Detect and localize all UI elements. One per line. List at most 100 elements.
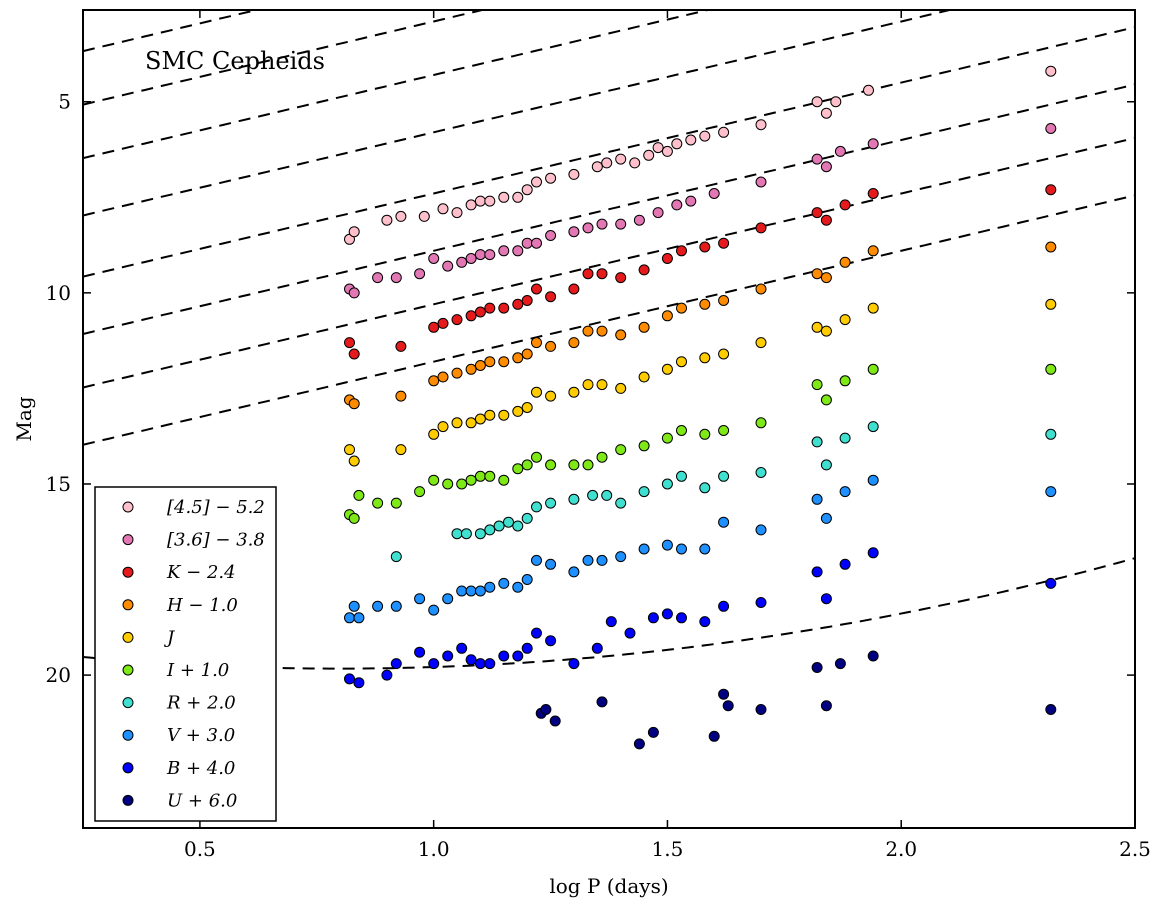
data-point (531, 283, 542, 295)
data-point (414, 268, 426, 280)
data-point (521, 184, 533, 196)
data-point (498, 302, 510, 314)
data-point (811, 207, 823, 219)
legend-marker (122, 501, 134, 513)
data-point (498, 577, 510, 589)
data-point (531, 501, 542, 513)
legend-marker (122, 631, 134, 643)
data-point (867, 138, 879, 150)
fit-line (83, 10, 713, 160)
data-point (867, 188, 879, 199)
data-point (820, 272, 832, 284)
legend-label: V + 3.0 (167, 725, 235, 746)
data-point (568, 493, 580, 505)
data-point (474, 585, 486, 597)
data-point (661, 253, 673, 264)
data-point (755, 417, 767, 429)
data-point (521, 574, 533, 585)
data-point (582, 554, 594, 566)
data-point (465, 585, 477, 597)
data-point (568, 168, 580, 180)
legend-label: U + 6.0 (167, 790, 237, 811)
data-point (512, 581, 524, 593)
data-point (372, 272, 384, 284)
data-point (521, 512, 533, 524)
data-point (512, 463, 524, 475)
data-point (418, 210, 430, 222)
data-point (830, 96, 842, 108)
data-point (414, 593, 426, 605)
data-point (451, 367, 463, 379)
x-tick-label: 2.5 (1119, 837, 1151, 861)
data-point (465, 654, 477, 666)
data-point (428, 375, 440, 387)
data-point (568, 283, 580, 295)
y-tick-label: 5 (58, 90, 71, 114)
data-point (545, 459, 557, 471)
data-point (484, 524, 496, 536)
legend-marker (122, 599, 134, 611)
data-point (596, 218, 608, 230)
data-point (591, 642, 603, 654)
data-point (867, 363, 879, 375)
data-point (498, 650, 510, 662)
data-point (531, 627, 542, 639)
fit-line (83, 10, 954, 217)
fit-line (83, 10, 487, 106)
data-point (839, 486, 851, 498)
data-point (521, 459, 533, 471)
data-point (591, 161, 603, 173)
data-point (465, 253, 477, 264)
data-point (624, 627, 636, 639)
data-point (484, 195, 496, 207)
legend-label: I + 1.0 (166, 660, 229, 681)
data-point (820, 107, 832, 119)
data-point (465, 417, 477, 429)
data-point (521, 295, 533, 306)
data-point (699, 428, 711, 440)
legend-marker (122, 729, 134, 741)
data-point (428, 474, 440, 486)
data-point (353, 677, 365, 689)
data-point (531, 337, 542, 349)
data-point (615, 382, 627, 394)
data-point (428, 321, 440, 333)
data-point (615, 497, 627, 509)
data-point (867, 302, 879, 314)
data-point (811, 662, 823, 673)
data-point (718, 295, 730, 306)
data-point (540, 704, 552, 715)
data-point (596, 554, 608, 566)
data-point (428, 253, 440, 264)
data-point (390, 600, 402, 612)
data-point (545, 635, 557, 647)
data-point (414, 486, 426, 498)
data-point (811, 436, 823, 448)
data-point (348, 226, 360, 238)
data-point (437, 203, 449, 215)
data-point (474, 528, 486, 540)
data-point (685, 134, 697, 146)
data-point (811, 493, 823, 505)
data-point (820, 512, 832, 524)
data-point (811, 96, 823, 108)
data-point (839, 314, 851, 326)
data-point (512, 405, 524, 417)
data-point (596, 268, 608, 280)
legend-marker (122, 534, 134, 546)
data-point (633, 738, 645, 750)
data-point (390, 497, 402, 509)
data-point (718, 237, 730, 249)
data-point (820, 325, 832, 337)
data-point (521, 402, 533, 413)
data-point (1045, 123, 1057, 134)
data-point (498, 245, 510, 257)
fit-line (83, 557, 1135, 670)
data-point (348, 600, 360, 612)
data-point (1045, 428, 1057, 440)
data-point (456, 478, 468, 490)
data-point (474, 658, 486, 670)
fit-line (83, 83, 1135, 335)
legend-label: B + 4.0 (166, 758, 235, 779)
data-point (676, 245, 687, 257)
